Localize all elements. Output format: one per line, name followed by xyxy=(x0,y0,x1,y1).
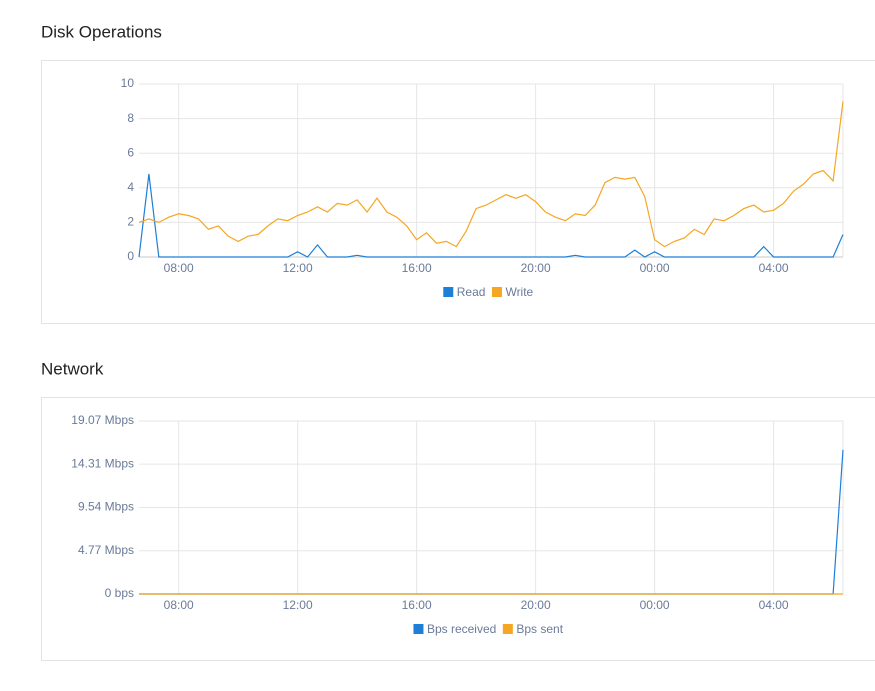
series-line xyxy=(138,101,844,248)
section-title: Disk Operations xyxy=(41,22,162,41)
legend-label: Bps received xyxy=(427,622,496,636)
series-line xyxy=(138,173,844,258)
y-tick-label: 6 xyxy=(127,145,134,159)
x-tick-label: 08:00 xyxy=(164,261,194,275)
x-tick-label: 12:00 xyxy=(283,598,313,612)
x-tick-label: 04:00 xyxy=(759,261,789,275)
x-tick-label: 20:00 xyxy=(521,598,551,612)
y-tick-label: 19.07 Mbps xyxy=(71,413,134,427)
x-tick-label: 16:00 xyxy=(402,598,432,612)
x-tick-label: 20:00 xyxy=(521,261,551,275)
legend-swatch xyxy=(490,286,503,298)
y-tick-label: 2 xyxy=(127,215,134,229)
x-tick-label: 00:00 xyxy=(640,598,670,612)
x-tick-label: 08:00 xyxy=(164,598,194,612)
y-tick-label: 9.54 Mbps xyxy=(78,500,134,514)
x-tick-label: 00:00 xyxy=(640,261,670,275)
y-tick-label: 14.31 Mbps xyxy=(71,456,134,470)
legend-swatch xyxy=(412,623,425,635)
y-tick-label: 4.77 Mbps xyxy=(78,543,134,557)
section-title: Network xyxy=(41,359,104,378)
y-tick-label: 10 xyxy=(121,76,135,90)
legend-label: Read xyxy=(457,285,486,299)
y-tick-label: 0 xyxy=(127,249,134,263)
legend-swatch xyxy=(501,623,514,635)
legend-label: Bps sent xyxy=(516,622,563,636)
panel xyxy=(41,60,875,324)
y-tick-label: 4 xyxy=(127,180,134,194)
legend-swatch xyxy=(442,286,455,298)
panel xyxy=(41,397,875,661)
y-tick-label: 0 bps xyxy=(105,586,134,600)
x-tick-label: 16:00 xyxy=(402,261,432,275)
x-tick-label: 12:00 xyxy=(283,261,313,275)
y-tick-label: 8 xyxy=(127,111,134,125)
legend-label: Write xyxy=(505,285,533,299)
x-tick-label: 04:00 xyxy=(759,598,789,612)
